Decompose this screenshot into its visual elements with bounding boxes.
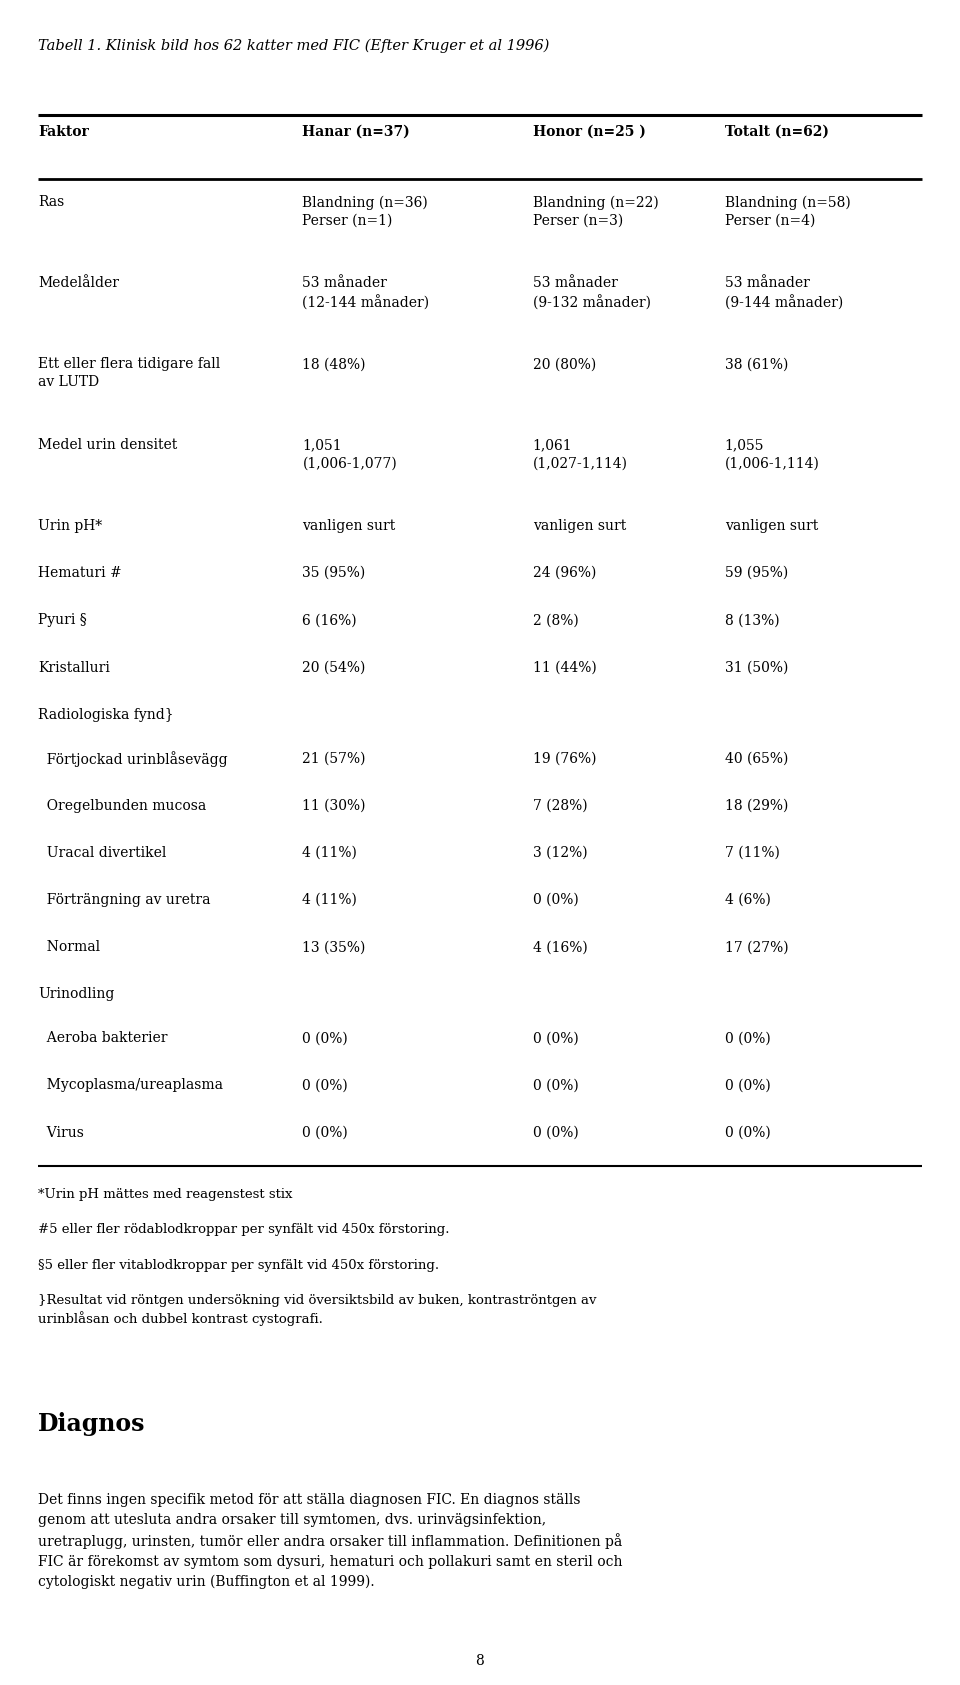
Text: Tabell 1. Klinisk bild hos 62 katter med FIC (Efter Kruger et al 1996): Tabell 1. Klinisk bild hos 62 katter med… — [38, 39, 550, 54]
Text: 0 (0%): 0 (0%) — [302, 1078, 348, 1092]
Text: vanligen surt: vanligen surt — [533, 519, 626, 532]
Text: 20 (80%): 20 (80%) — [533, 357, 596, 371]
Text: 35 (95%): 35 (95%) — [302, 566, 366, 580]
Text: Urin pH*: Urin pH* — [38, 519, 103, 532]
Text: 0 (0%): 0 (0%) — [533, 1078, 579, 1092]
Text: Radiologiska fynd}: Radiologiska fynd} — [38, 708, 174, 721]
Text: Det finns ingen specifik metod för att ställa diagnosen FIC. En diagnos ställs
g: Det finns ingen specifik metod för att s… — [38, 1493, 623, 1589]
Text: 40 (65%): 40 (65%) — [725, 752, 788, 765]
Text: #5 eller fler rödablodkroppar per synfält vid 450x förstoring.: #5 eller fler rödablodkroppar per synfäl… — [38, 1223, 450, 1237]
Text: }Resultat vid röntgen undersökning vid översiktsbild av buken, kontraströntgen a: }Resultat vid röntgen undersökning vid ö… — [38, 1294, 597, 1326]
Text: 38 (61%): 38 (61%) — [725, 357, 788, 371]
Text: Medel urin densitet: Medel urin densitet — [38, 438, 178, 452]
Text: 4 (16%): 4 (16%) — [533, 940, 588, 954]
Text: 53 månader
(12-144 månader): 53 månader (12-144 månader) — [302, 276, 429, 310]
Text: vanligen surt: vanligen surt — [725, 519, 818, 532]
Text: Uracal divertikel: Uracal divertikel — [38, 846, 167, 859]
Text: Totalt (n=62): Totalt (n=62) — [725, 125, 828, 138]
Text: Faktor: Faktor — [38, 125, 89, 138]
Text: Urinodling: Urinodling — [38, 987, 115, 1001]
Text: vanligen surt: vanligen surt — [302, 519, 396, 532]
Text: Honor (n=25 ): Honor (n=25 ) — [533, 125, 646, 138]
Text: 18 (29%): 18 (29%) — [725, 799, 788, 812]
Text: §5 eller fler vitablodkroppar per synfält vid 450x förstoring.: §5 eller fler vitablodkroppar per synfäl… — [38, 1259, 440, 1272]
Text: 53 månader
(9-132 månader): 53 månader (9-132 månader) — [533, 276, 651, 310]
Text: 0 (0%): 0 (0%) — [725, 1031, 771, 1045]
Text: Hematuri #: Hematuri # — [38, 566, 122, 580]
Text: Blandning (n=36)
Perser (n=1): Blandning (n=36) Perser (n=1) — [302, 195, 428, 227]
Text: 4 (11%): 4 (11%) — [302, 846, 357, 859]
Text: Aeroba bakterier: Aeroba bakterier — [38, 1031, 168, 1045]
Text: 4 (11%): 4 (11%) — [302, 893, 357, 907]
Text: 20 (54%): 20 (54%) — [302, 661, 366, 674]
Text: Oregelbunden mucosa: Oregelbunden mucosa — [38, 799, 206, 812]
Text: Förträngning av uretra: Förträngning av uretra — [38, 893, 211, 907]
Text: Normal: Normal — [38, 940, 101, 954]
Text: 1,061
(1,027-1,114): 1,061 (1,027-1,114) — [533, 438, 628, 470]
Text: 21 (57%): 21 (57%) — [302, 752, 366, 765]
Text: *Urin pH mättes med reagenstest stix: *Urin pH mättes med reagenstest stix — [38, 1188, 293, 1201]
Text: 8: 8 — [475, 1655, 485, 1668]
Text: Blandning (n=58)
Perser (n=4): Blandning (n=58) Perser (n=4) — [725, 195, 851, 227]
Text: 0 (0%): 0 (0%) — [725, 1126, 771, 1139]
Text: Pyuri §: Pyuri § — [38, 613, 87, 627]
Text: 0 (0%): 0 (0%) — [302, 1126, 348, 1139]
Text: 4 (6%): 4 (6%) — [725, 893, 771, 907]
Text: 0 (0%): 0 (0%) — [533, 893, 579, 907]
Text: Blandning (n=22)
Perser (n=3): Blandning (n=22) Perser (n=3) — [533, 195, 659, 227]
Text: Mycoplasma/ureaplasma: Mycoplasma/ureaplasma — [38, 1078, 224, 1092]
Text: Virus: Virus — [38, 1126, 84, 1139]
Text: 17 (27%): 17 (27%) — [725, 940, 788, 954]
Text: 6 (16%): 6 (16%) — [302, 613, 357, 627]
Text: Ett eller flera tidigare fall
av LUTD: Ett eller flera tidigare fall av LUTD — [38, 357, 221, 389]
Text: 24 (96%): 24 (96%) — [533, 566, 596, 580]
Text: 11 (44%): 11 (44%) — [533, 661, 596, 674]
Text: 19 (76%): 19 (76%) — [533, 752, 596, 765]
Text: 1,055
(1,006-1,114): 1,055 (1,006-1,114) — [725, 438, 820, 470]
Text: Hanar (n=37): Hanar (n=37) — [302, 125, 410, 138]
Text: Medelålder: Medelålder — [38, 276, 119, 290]
Text: 7 (11%): 7 (11%) — [725, 846, 780, 859]
Text: 3 (12%): 3 (12%) — [533, 846, 588, 859]
Text: 0 (0%): 0 (0%) — [533, 1031, 579, 1045]
Text: 18 (48%): 18 (48%) — [302, 357, 366, 371]
Text: Ras: Ras — [38, 195, 64, 209]
Text: 2 (8%): 2 (8%) — [533, 613, 579, 627]
Text: Diagnos: Diagnos — [38, 1412, 146, 1436]
Text: 13 (35%): 13 (35%) — [302, 940, 366, 954]
Text: 0 (0%): 0 (0%) — [725, 1078, 771, 1092]
Text: 1,051
(1,006-1,077): 1,051 (1,006-1,077) — [302, 438, 397, 470]
Text: 59 (95%): 59 (95%) — [725, 566, 788, 580]
Text: 53 månader
(9-144 månader): 53 månader (9-144 månader) — [725, 276, 843, 310]
Text: 8 (13%): 8 (13%) — [725, 613, 780, 627]
Text: 0 (0%): 0 (0%) — [533, 1126, 579, 1139]
Text: 7 (28%): 7 (28%) — [533, 799, 588, 812]
Text: 0 (0%): 0 (0%) — [302, 1031, 348, 1045]
Text: Kristalluri: Kristalluri — [38, 661, 110, 674]
Text: 31 (50%): 31 (50%) — [725, 661, 788, 674]
Text: Förtjockad urinblåsevägg: Förtjockad urinblåsevägg — [38, 752, 228, 767]
Text: 11 (30%): 11 (30%) — [302, 799, 366, 812]
